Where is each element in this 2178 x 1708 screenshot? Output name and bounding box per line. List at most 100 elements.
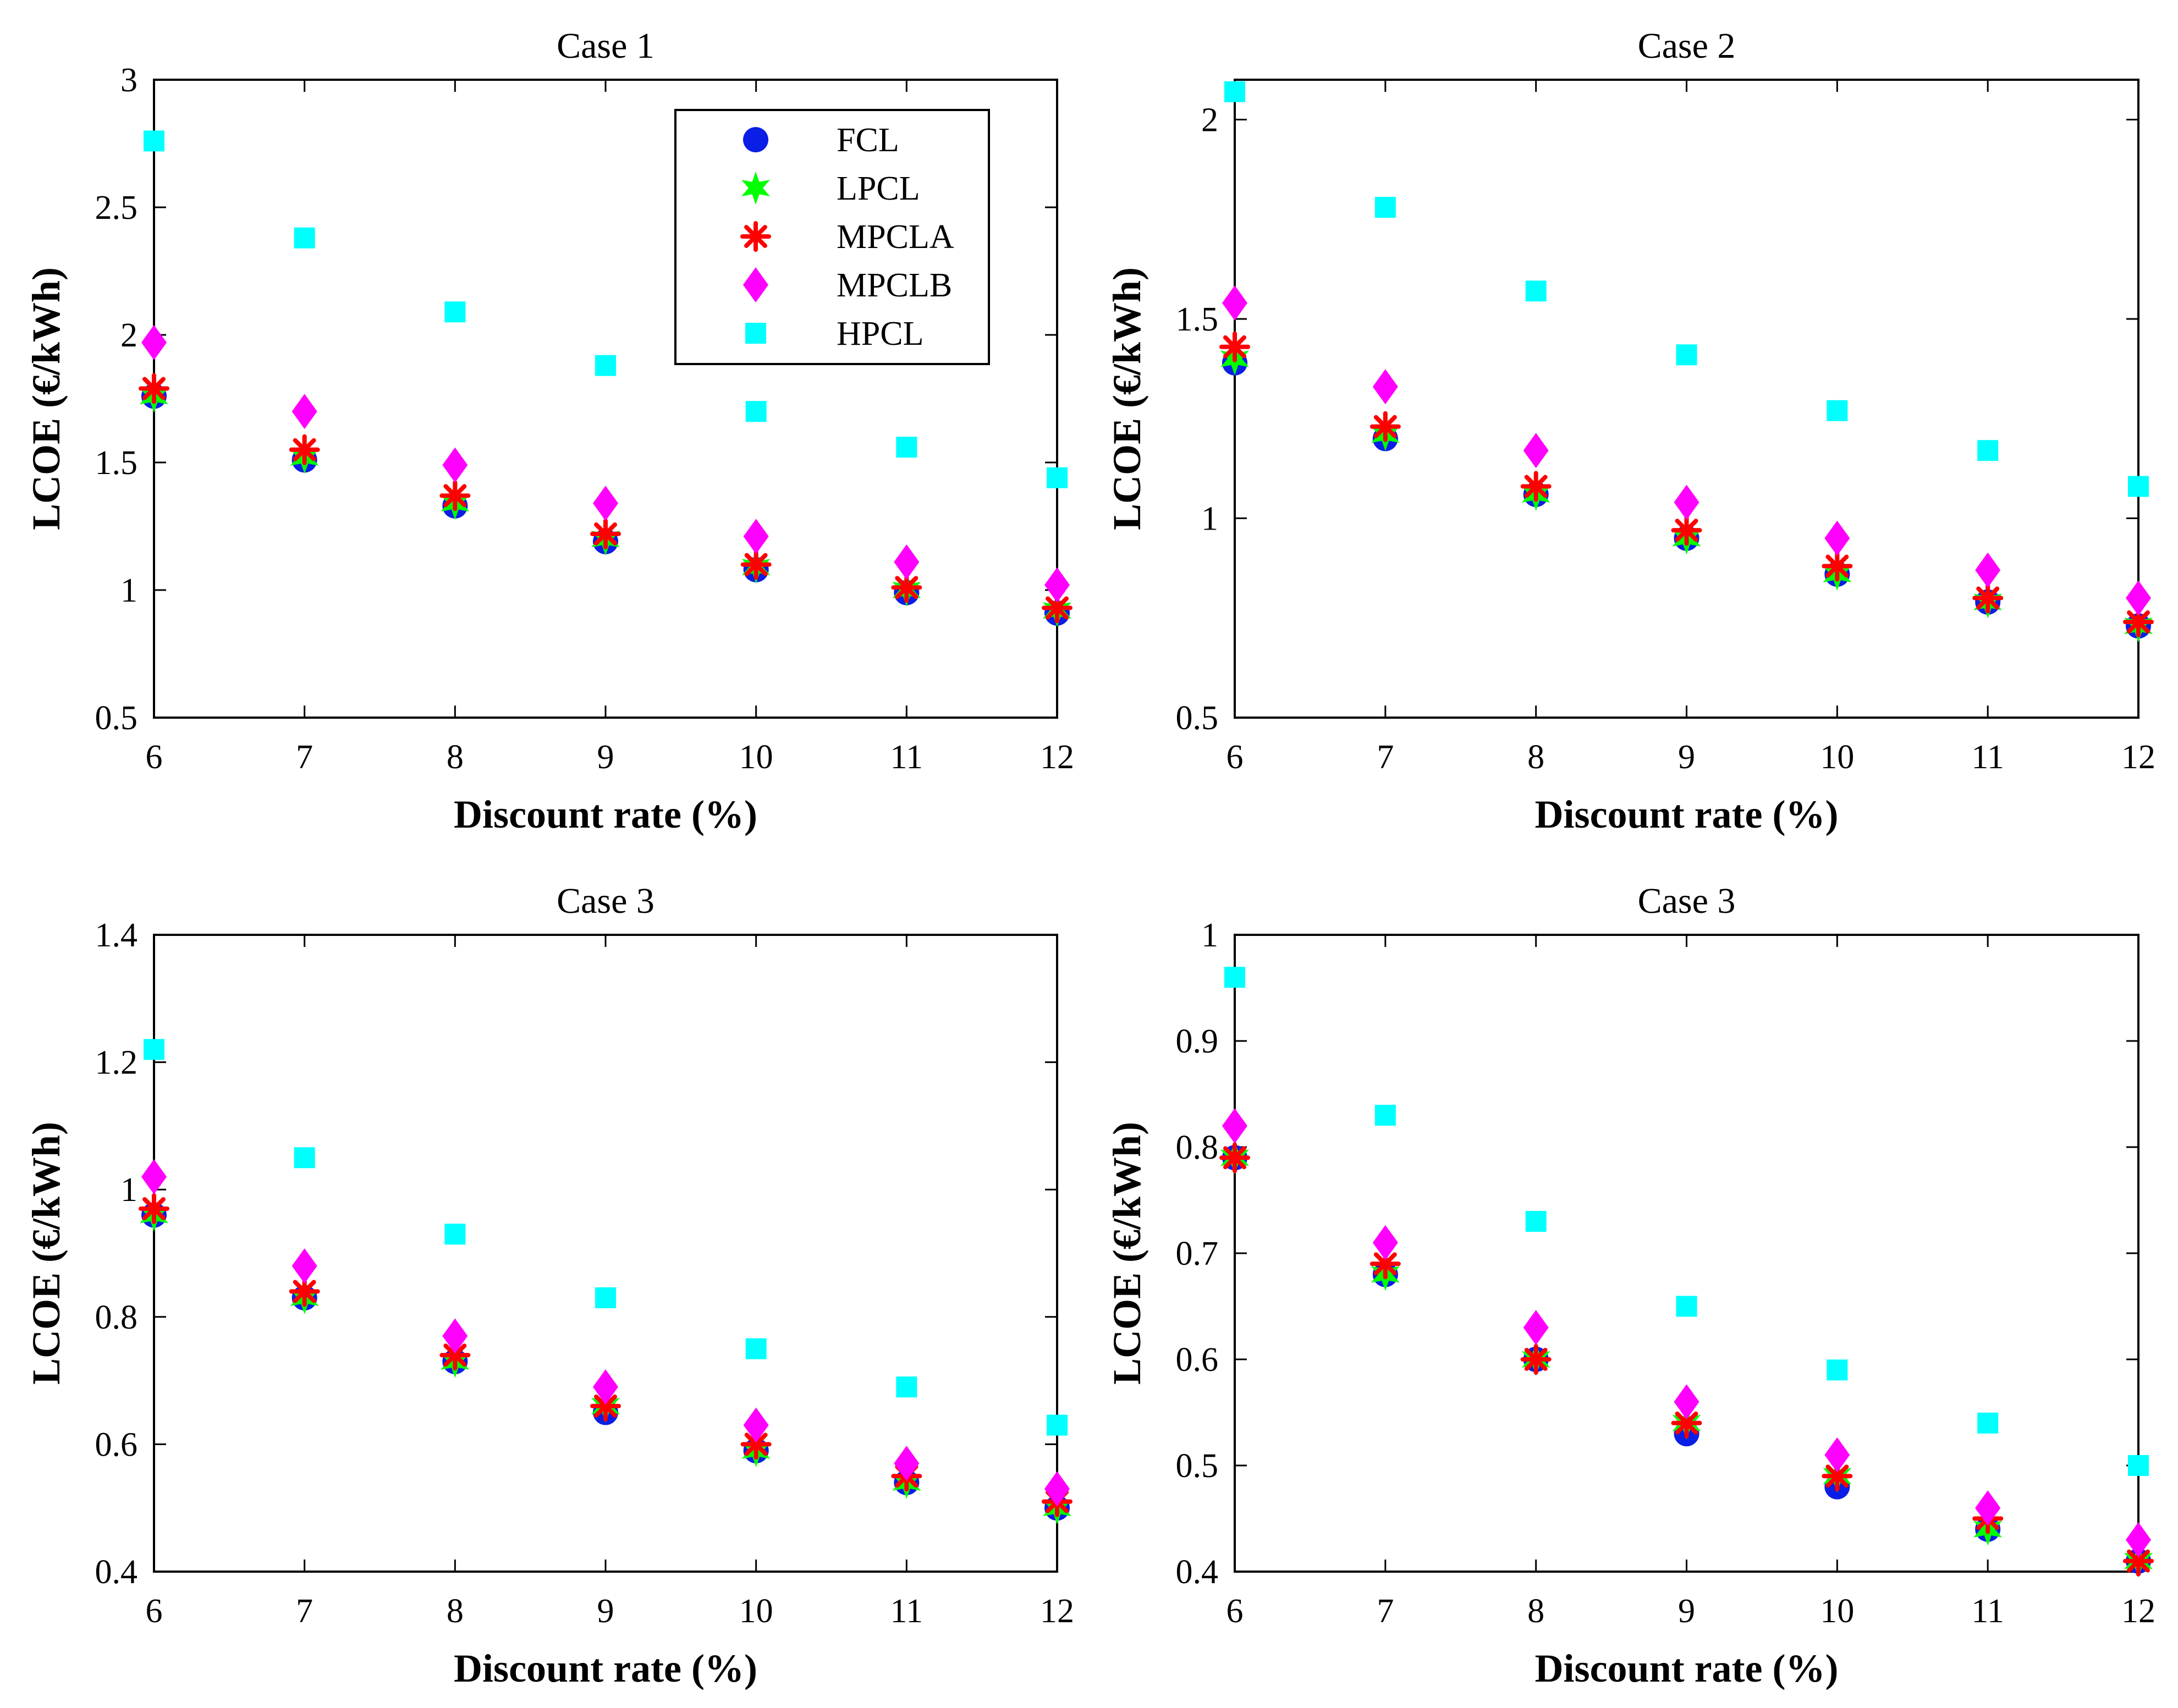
data-point-mpclb: [1044, 1471, 1070, 1507]
data-point-hpcl: [1827, 1359, 1848, 1381]
y-axis-label: LCOE (€/kWh): [24, 1122, 68, 1385]
plot-frame: [1234, 79, 2140, 719]
x-tick-label: 10: [1820, 739, 1854, 776]
data-point-mpclb: [1372, 369, 1398, 405]
y-tick-label: 1: [1201, 917, 1218, 954]
data-point-hpcl: [745, 1338, 767, 1359]
data-point-mpclb: [1975, 1490, 2001, 1526]
x-axis-label: Discount rate (%): [1535, 1646, 1839, 1690]
data-point-mpclb: [442, 447, 468, 483]
data-point-hpcl: [1977, 440, 1999, 461]
data-point-mpcla: [1219, 1142, 1250, 1173]
data-point-mpcla: [1520, 1344, 1552, 1375]
data-point-mpclb: [1222, 1108, 1247, 1144]
data-point-hpcl: [1676, 1296, 1697, 1317]
data-point-mpcla: [139, 373, 169, 404]
x-tick-label: 6: [146, 1593, 163, 1630]
series-hpcl: [144, 130, 1068, 488]
y-tick-label: 3: [120, 62, 138, 99]
legend-label-fcl: FCL: [837, 122, 899, 159]
x-tick-label: 9: [597, 739, 614, 776]
data-point-mpclb: [1674, 484, 1700, 520]
data-point-mpcla: [1042, 592, 1072, 624]
y-tick-label: 1.5: [1176, 301, 1219, 338]
plot-frame: [1234, 934, 2140, 1573]
y-axis-label: LCOE (€/kWh): [1105, 267, 1149, 530]
x-tick-label: 12: [2121, 1593, 2155, 1630]
x-tick-label: 11: [1971, 739, 2004, 776]
y-tick-label: 0.8: [1176, 1129, 1219, 1166]
x-tick-label: 10: [739, 739, 773, 776]
data-point-mpclb: [2126, 1522, 2151, 1558]
data-point-mpclb: [1824, 520, 1850, 556]
x-tick-label: 9: [1678, 739, 1695, 776]
chart-panel-2: Case 2 6 7 8 9 10 11 12 0.5 1 1.5 2 Discount rate (%…: [1105, 26, 2155, 836]
series-hpcl: [144, 1039, 1068, 1436]
data-point-mpclb: [1523, 433, 1549, 469]
data-point-mpclb: [1674, 1384, 1700, 1420]
data-point-hpcl: [1525, 280, 1547, 302]
series-fcl: [141, 1202, 1070, 1521]
chart-panel-4: Case 3 6 7 8 9 10 11 12 0.4 0.5 0.6 0.7 0.8 0.9 1 Disco…: [1105, 881, 2155, 1690]
data-point-mpcla: [1219, 331, 1250, 362]
data-point-hpcl: [1047, 1414, 1068, 1436]
data-point-mpclb: [894, 1446, 920, 1481]
legend-marker-mpclb: [743, 267, 768, 302]
x-tick-label: 7: [296, 739, 313, 776]
y-axis-label: LCOE (€/kWh): [24, 267, 68, 530]
chart-panel-3: Case 3 6 7 8 9 10 11 12 0.4 0.6 0.8 1 1.2 1.4 Discount…: [24, 881, 1074, 1690]
data-point-hpcl: [1374, 197, 1396, 218]
data-point-hpcl: [896, 437, 917, 458]
data-point-hpcl: [1374, 1105, 1396, 1126]
x-tick-label: 6: [146, 739, 163, 776]
x-tick-label: 10: [739, 1593, 773, 1630]
data-point-mpcla: [1370, 411, 1401, 442]
data-point-mpclb: [1975, 552, 2001, 588]
data-point-mpclb: [593, 486, 618, 521]
data-point-mpclb: [1372, 1225, 1398, 1260]
data-point-hpcl: [294, 1147, 315, 1169]
data-point-hpcl: [2128, 1455, 2149, 1476]
series-fcl: [1222, 1145, 2151, 1574]
series-mpcla: [139, 1193, 1072, 1517]
data-point-mpclb: [292, 394, 317, 429]
x-tick-label: 6: [1226, 1593, 1244, 1630]
y-tick-label: 1: [120, 572, 138, 609]
data-point-mpcla: [439, 480, 471, 511]
series-mpclb: [1222, 1108, 2151, 1558]
data-point-mpcla: [590, 518, 621, 549]
legend-marker-mpcla: [740, 221, 771, 252]
y-tick-label: 0.4: [1176, 1553, 1219, 1591]
y-tick-label: 0.5: [95, 699, 138, 737]
data-point-mpcla: [1972, 582, 2004, 614]
chart-title: Case 1: [557, 26, 654, 66]
data-point-hpcl: [1676, 344, 1697, 366]
y-tick-label: 2: [1201, 102, 1218, 139]
x-tick-label: 6: [1226, 739, 1244, 776]
chart-title: Case 3: [1638, 881, 1736, 921]
series-lpcl: [1220, 1141, 2153, 1578]
x-tick-label: 10: [1820, 1593, 1854, 1630]
y-tick-label: 0.5: [1176, 1447, 1219, 1485]
legend-label-hpcl: HPCL: [837, 315, 923, 352]
y-tick-label: 1: [1201, 500, 1218, 538]
data-point-hpcl: [595, 355, 616, 376]
x-tick-label: 12: [2121, 739, 2155, 776]
data-point-mpcla: [1520, 471, 1552, 502]
legend-label-mpcla: MPCLA: [837, 218, 954, 256]
x-tick-label: 9: [1678, 1593, 1695, 1630]
data-point-hpcl: [1827, 400, 1848, 421]
series-hpcl: [1224, 967, 2149, 1476]
data-point-mpcla: [740, 549, 772, 580]
data-point-hpcl: [595, 1287, 616, 1309]
y-tick-label: 1.2: [95, 1044, 138, 1082]
y-axis-label: LCOE (€/kWh): [1105, 1122, 1149, 1385]
data-point-hpcl: [294, 227, 315, 249]
chart-title: Case 3: [557, 881, 654, 921]
y-tick-label: 1.5: [95, 444, 138, 482]
x-axis-label: Discount rate (%): [454, 792, 757, 836]
legend-marker-hpcl: [745, 323, 766, 344]
y-tick-label: 2.5: [95, 189, 138, 227]
x-tick-label: 7: [296, 1593, 313, 1630]
